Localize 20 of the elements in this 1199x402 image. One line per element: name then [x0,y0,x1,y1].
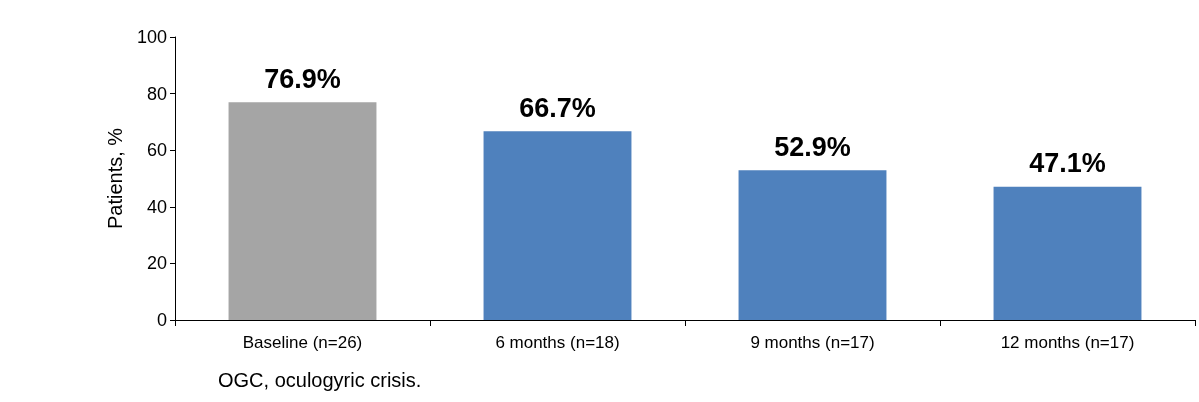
x-tick-label: 6 months (n=18) [495,333,620,352]
data-label: 66.7% [519,92,596,123]
y-tick-label: 0 [156,310,167,330]
bar [483,131,632,320]
x-tick-label: 12 months (n=17) [1000,333,1135,352]
x-tick-label: 9 months (n=17) [750,333,875,352]
y-axis-title: Patients, % [104,127,126,230]
bar [228,102,377,320]
data-label: 76.9% [264,63,341,94]
y-tick-label: 40 [146,196,167,217]
y-tick-label: 100 [136,27,167,47]
data-label: 47.1% [1029,148,1106,179]
bar [993,186,1142,320]
y-tick-label: 20 [146,253,167,274]
x-tick-label: Baseline (n=26) [242,333,363,352]
bar [738,170,887,320]
y-tick-label: 60 [146,140,167,161]
data-label: 52.9% [774,131,851,162]
text: OGC, oculogyric crisis. [218,369,422,391]
y-tick-label: 80 [146,83,167,104]
